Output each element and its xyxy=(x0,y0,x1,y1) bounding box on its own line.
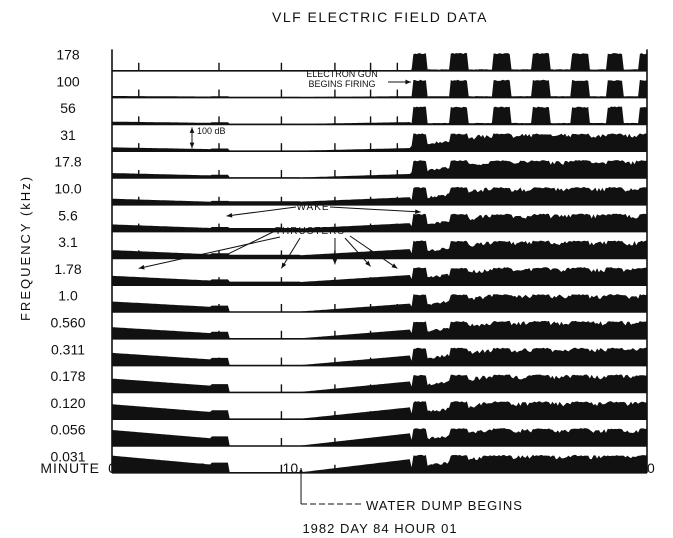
channel-band xyxy=(112,106,647,126)
channel-label: 3.1 xyxy=(58,234,78,250)
x-tick-label: 30 xyxy=(639,460,655,476)
channel-band xyxy=(112,213,647,233)
wake-arrow-left xyxy=(226,206,297,217)
channel-band xyxy=(112,160,647,179)
channel-trace xyxy=(112,428,647,446)
channel-trace xyxy=(112,213,647,232)
wake-arrow-right-head xyxy=(415,209,421,215)
channel-bands xyxy=(111,49,648,474)
x-tick-label: 15 xyxy=(372,460,388,476)
channel-trace xyxy=(112,52,647,71)
channel-trace xyxy=(112,401,647,420)
x-tick-label: 20 xyxy=(461,460,477,476)
channel-trace xyxy=(112,133,647,152)
channel-trace xyxy=(112,374,647,393)
thruster-arrow-5-head xyxy=(391,263,398,269)
thrusters-label: THRUSTERS xyxy=(275,226,345,237)
channel-band xyxy=(112,428,647,447)
channel-label: 17.8 xyxy=(54,154,81,170)
x-tick-label: 25 xyxy=(550,460,566,476)
thruster-arrow-0-head xyxy=(219,253,225,259)
electron-gun-arrow-head xyxy=(405,79,411,85)
channel-label: 0.560 xyxy=(50,315,85,331)
channel-trace xyxy=(112,320,647,339)
x-tick-label: 5 xyxy=(197,460,205,476)
channel-trace xyxy=(112,106,647,125)
channel-labels: 178 100 56 31 17.8 10.0 5.6 3.1 1.78 1.0 0.560 0.31… xyxy=(50,47,85,465)
channel-band xyxy=(112,267,647,287)
thruster-arrow-4-head xyxy=(365,260,371,267)
thruster-arrow-1 xyxy=(138,236,281,269)
wake-arrow-left-head xyxy=(226,212,233,218)
channel-band xyxy=(112,133,647,152)
x-axis-label: MINUTE xyxy=(40,460,100,476)
channel-trace xyxy=(112,79,647,98)
channel-trace xyxy=(112,160,647,178)
channel-label: 100 xyxy=(56,73,80,89)
channel-label: 0.056 xyxy=(50,422,85,438)
channel-band xyxy=(112,79,647,99)
channel-label: 0.120 xyxy=(50,395,85,411)
wake-label: WAKE xyxy=(296,202,329,213)
thruster-arrow-3-head xyxy=(332,258,338,265)
channel-trace xyxy=(112,347,647,366)
x-tick-labels: 0 5 10 15 20 25 30 xyxy=(108,460,655,476)
channel-band xyxy=(112,240,647,260)
channel-band xyxy=(112,374,647,394)
channel-trace xyxy=(112,240,647,259)
water-dump-label: WATER DUMP BEGINS xyxy=(366,498,523,513)
channel-label: 178 xyxy=(56,47,80,63)
channel-band xyxy=(112,401,647,421)
channel-label: 0.311 xyxy=(51,341,85,357)
channel-trace xyxy=(112,454,647,473)
x-tick-label: 0 xyxy=(108,460,116,476)
channel-band xyxy=(112,320,647,340)
thruster-arrow-2 xyxy=(280,237,301,269)
scale-bar-arrow-up-head xyxy=(189,127,195,133)
channel-label: 56 xyxy=(60,100,76,116)
channel-label: 0.031 xyxy=(50,449,85,465)
x-tick-label: 10 xyxy=(283,460,299,476)
thruster-arrow-2-head xyxy=(281,262,287,269)
channel-label: 1.78 xyxy=(54,261,81,277)
thruster-arrow-1-head xyxy=(138,264,145,270)
scale-bar-arrow-down-head xyxy=(189,142,195,149)
channel-label: 5.6 xyxy=(58,207,78,223)
channel-band xyxy=(112,294,647,313)
channel-band xyxy=(112,186,647,206)
channel-label: 31 xyxy=(60,127,76,143)
wake-arrow-right xyxy=(329,206,421,213)
channel-trace xyxy=(112,294,647,312)
channel-band xyxy=(112,454,647,474)
channel-trace xyxy=(112,267,647,286)
water-dump-arrow-head xyxy=(298,468,304,474)
scale-bar-label: 100 dB xyxy=(197,126,226,136)
thruster-arrow-4 xyxy=(344,237,371,267)
channel-band xyxy=(112,347,647,367)
chart-title: VLF ELECTRIC FIELD DATA xyxy=(272,9,488,25)
thruster-arrow-5 xyxy=(349,235,398,269)
channel-band xyxy=(112,52,647,72)
channel-label: 1.0 xyxy=(58,288,78,304)
electron-gun-label-line1: ELECTRON GUN xyxy=(306,69,378,79)
channel-trace xyxy=(112,186,647,205)
y-axis-label: FREQUENCY (kHz) xyxy=(18,175,33,321)
electron-gun-label-line2: BEGINS FIRING xyxy=(308,79,375,89)
channel-label: 0.178 xyxy=(50,368,85,384)
annotations: ELECTRON GUN BEGINS FIRING 100 dB WAKE T… xyxy=(138,69,523,513)
footer-caption: 1982 DAY 84 HOUR 01 xyxy=(302,521,457,536)
channel-label: 10.0 xyxy=(54,181,81,197)
